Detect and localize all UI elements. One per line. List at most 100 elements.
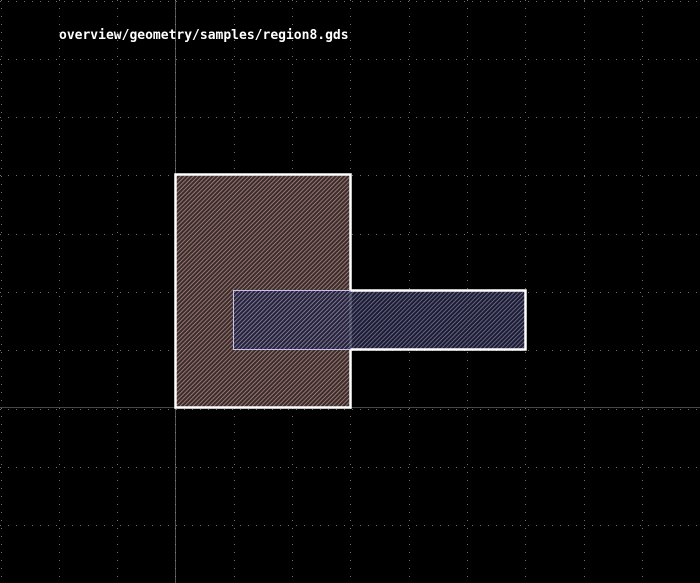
grid-dot (648, 525, 649, 526)
grid-dot (642, 128, 643, 129)
grid-dot (584, 56, 585, 57)
grid-dot (467, 440, 468, 441)
grid-dot (512, 525, 513, 526)
grid-dot (24, 234, 25, 235)
grid-dot (350, 32, 351, 33)
grid-dot (552, 525, 553, 526)
grid-dot (642, 544, 643, 545)
grid-dot (1, 288, 2, 289)
grid-dot (59, 264, 60, 265)
grid-dot (409, 480, 410, 481)
grid-dot (292, 32, 293, 33)
grid-dot (1, 512, 2, 513)
grid-dot (368, 117, 369, 118)
grid-dot (525, 512, 526, 513)
grid-dot (520, 525, 521, 526)
grid-dot (488, 467, 489, 468)
grid-dot (88, 525, 89, 526)
grid-dot (232, 467, 233, 468)
grid-dot (59, 24, 60, 25)
grid-dot (409, 408, 410, 409)
grid-dot (216, 1, 217, 2)
grid-dot (408, 467, 409, 468)
grid-dot (117, 496, 118, 497)
grid-dot (456, 409, 457, 410)
grid-dot (528, 117, 529, 118)
grid-dot (642, 104, 643, 105)
grid-dot (117, 232, 118, 233)
grid-dot (525, 352, 526, 353)
grid-dot (117, 80, 118, 81)
grid-dot (64, 525, 65, 526)
grid-dot (376, 175, 377, 176)
grid-dot (584, 296, 585, 297)
grid-dot (117, 536, 118, 537)
grid-dot (350, 104, 351, 105)
grid-dot (144, 409, 145, 410)
grid-dot (234, 536, 235, 537)
grid-dot (525, 288, 526, 289)
grid-dot (216, 59, 217, 60)
grid-dot (1, 296, 2, 297)
grid-dot (350, 168, 351, 169)
grid-dot (472, 525, 473, 526)
grid-dot (168, 409, 169, 410)
grid-dot (496, 525, 497, 526)
grid-dot (467, 248, 468, 249)
grid-dot (280, 467, 281, 468)
grid-dot (117, 224, 118, 225)
grid-dot (576, 59, 577, 60)
grid-dot (642, 312, 643, 313)
grid-dot (96, 234, 97, 235)
grid-dot (350, 448, 351, 449)
grid-dot (467, 472, 468, 473)
grid-dot (128, 175, 129, 176)
grid-dot (8, 1, 9, 2)
grid-dot (232, 117, 233, 118)
grid-dot (1, 312, 2, 313)
grid-dot (96, 175, 97, 176)
grid-dot (409, 496, 410, 497)
grid-dot (96, 467, 97, 468)
grid-dot (40, 350, 41, 351)
grid-dot (472, 234, 473, 235)
grid-dot (664, 525, 665, 526)
grid-dot (600, 234, 601, 235)
grid-dot (467, 216, 468, 217)
grid-dot (120, 1, 121, 2)
grid-dot (584, 8, 585, 9)
grid-dot (600, 175, 601, 176)
grid-dot (616, 350, 617, 351)
grid-dot (648, 409, 649, 410)
grid-dot (117, 296, 118, 297)
grid-dot (680, 175, 681, 176)
grid-dot (48, 292, 49, 293)
grid-dot (432, 175, 433, 176)
grid-dot (584, 16, 585, 17)
grid-dot (59, 104, 60, 105)
grid-dot (624, 409, 625, 410)
grid-dot (642, 88, 643, 89)
grid-dot (117, 456, 118, 457)
grid-dot (688, 234, 689, 235)
grid-dot (144, 234, 145, 235)
grid-dot (0, 1, 1, 2)
grid-dot (642, 152, 643, 153)
grid-dot (368, 175, 369, 176)
grid-dot (409, 168, 410, 169)
grid-dot (584, 360, 585, 361)
grid-dot (59, 488, 60, 489)
grid-dot (117, 512, 118, 513)
grid-dot (409, 432, 410, 433)
grid-dot (208, 117, 209, 118)
grid-dot (292, 424, 293, 425)
grid-dot (59, 552, 60, 553)
horizontal-bar[interactable] (233, 290, 526, 350)
grid-dot (64, 292, 65, 293)
grid-dot (117, 264, 118, 265)
grid-dot (616, 409, 617, 410)
grid-dot (642, 40, 643, 41)
grid-dot (392, 117, 393, 118)
